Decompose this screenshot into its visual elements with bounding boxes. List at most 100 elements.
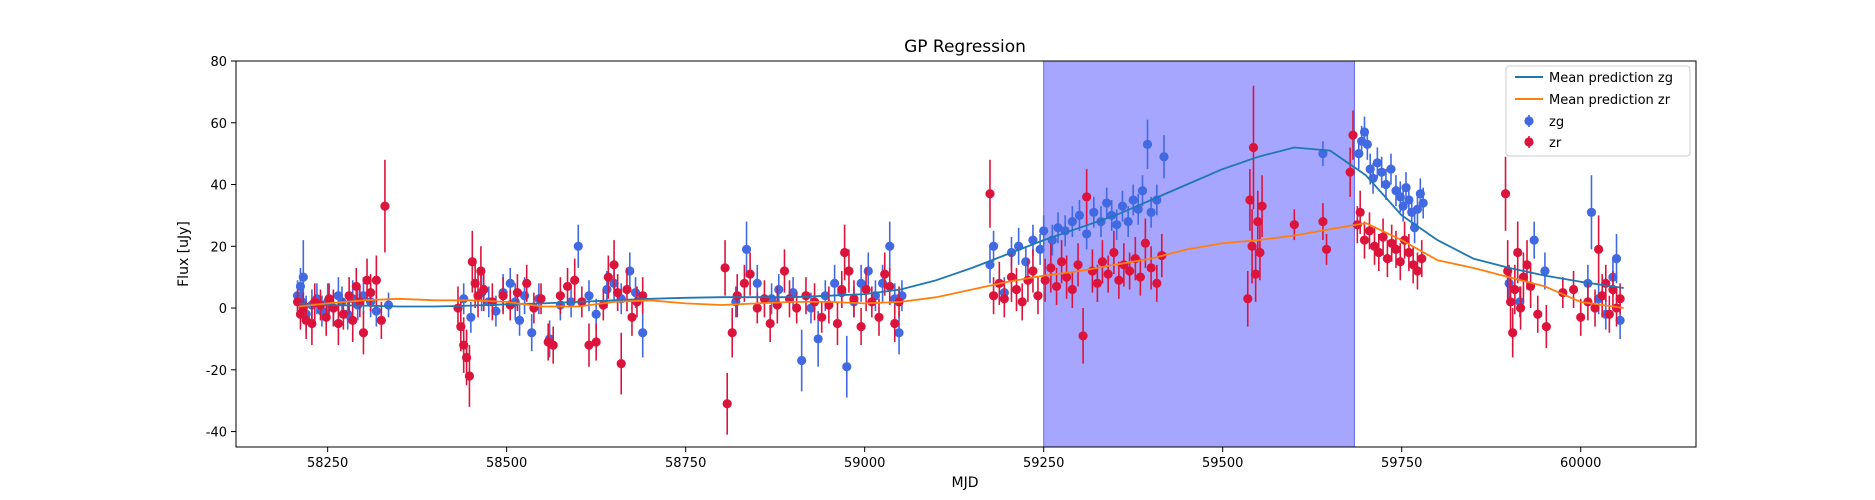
data-point-zr	[1391, 244, 1401, 254]
data-point-zr	[1321, 244, 1332, 254]
data-point-zr	[1062, 272, 1072, 282]
data-point-zr	[1590, 303, 1600, 313]
data-point-zr	[616, 359, 626, 369]
data-point-zr	[348, 315, 358, 325]
data-point-zr	[1604, 309, 1614, 319]
x-tick-label: 58250	[307, 456, 348, 471]
data-point-zr	[307, 318, 317, 329]
data-point-zr	[512, 288, 523, 298]
data-point-zg	[1128, 195, 1138, 205]
data-point-zr	[880, 269, 890, 279]
data-point-zg	[863, 266, 873, 276]
y-tick-label: 20	[210, 240, 227, 255]
data-point-zr	[1125, 266, 1135, 276]
data-point-zr	[745, 269, 755, 279]
data-point-zr	[1417, 254, 1427, 264]
data-point-zg	[1381, 179, 1391, 190]
data-point-zg	[1028, 235, 1038, 245]
data-point-zr	[885, 281, 895, 292]
data-point-zg	[1586, 207, 1597, 217]
data-point-zr	[1109, 247, 1119, 258]
data-point-zr	[638, 291, 648, 301]
data-point-zr	[1510, 284, 1520, 295]
data-point-zg	[1102, 198, 1112, 208]
data-point-zr	[522, 278, 532, 288]
data-point-zg	[1039, 226, 1049, 236]
data-point-zr	[344, 291, 354, 301]
data-point-zr	[1011, 284, 1022, 295]
data-point-zr	[351, 281, 361, 292]
data-point-zr	[1253, 216, 1263, 227]
y-tick-label: -40	[206, 426, 227, 441]
chart-title: GP Regression	[904, 37, 1026, 57]
x-axis-label: MJD	[952, 475, 979, 491]
data-point-zr	[1522, 260, 1532, 270]
y-tick-label: -20	[206, 364, 227, 379]
data-point-zr	[371, 275, 381, 285]
data-point-zg	[1117, 201, 1128, 211]
legend-label-zr: zr	[1549, 136, 1562, 151]
data-point-zr	[362, 275, 372, 285]
data-point-zr	[338, 309, 349, 319]
data-point-zr	[1152, 278, 1162, 288]
y-tick-label: 80	[210, 55, 227, 70]
data-point-zg	[527, 328, 537, 338]
data-point-zr	[1251, 269, 1261, 279]
data-point-zr	[548, 340, 558, 350]
data-point-zr	[1568, 284, 1579, 295]
data-point-zr	[562, 281, 573, 292]
x-tick-label: 59750	[1381, 456, 1422, 471]
data-point-zr	[999, 294, 1009, 304]
data-point-zr	[1078, 331, 1088, 341]
data-point-zr	[1500, 189, 1511, 199]
data-point-zr	[1006, 272, 1017, 282]
data-point-zg	[1372, 158, 1382, 168]
data-point-zr	[759, 294, 770, 304]
data-point-zg	[1529, 235, 1539, 245]
data-point-zg	[1504, 278, 1514, 288]
data-point-zr	[732, 291, 742, 301]
data-point-zr	[555, 291, 565, 301]
data-point-zr	[1412, 266, 1423, 276]
data-point-zr	[752, 303, 762, 313]
data-point-zg	[1318, 149, 1328, 159]
data-point-zr	[867, 297, 877, 307]
data-point-zr	[1597, 291, 1607, 301]
data-point-zr	[603, 272, 613, 282]
data-point-zr	[333, 318, 343, 329]
data-point-zr	[801, 291, 811, 301]
data-point-zg	[602, 284, 612, 295]
legend-label-zr-mean: Mean prediction zr	[1549, 93, 1671, 108]
data-point-zr	[1082, 192, 1092, 202]
y-tick-label: 40	[210, 179, 227, 194]
data-point-zg	[383, 300, 394, 310]
data-point-zg	[1035, 244, 1045, 254]
data-point-zg	[842, 362, 852, 372]
data-point-zr	[1243, 294, 1253, 304]
data-point-zg	[1074, 210, 1085, 220]
mean-prediction-line-zg	[298, 146, 1624, 308]
x-tick-label: 59000	[844, 456, 885, 471]
data-point-zr	[1615, 294, 1625, 304]
data-point-zr	[1395, 257, 1405, 267]
data-point-zr	[1073, 260, 1083, 270]
data-point-zg	[856, 278, 866, 288]
data-point-zr	[874, 312, 884, 322]
data-point-zr	[727, 328, 737, 338]
data-point-zg	[1082, 229, 1092, 239]
data-point-zr	[536, 294, 546, 304]
data-point-zr	[321, 312, 331, 322]
data-point-zg	[741, 244, 752, 254]
data-point-zr	[1248, 142, 1259, 153]
data-point-zr	[722, 399, 732, 409]
data-point-zr	[840, 247, 850, 258]
data-point-zr	[1146, 263, 1156, 273]
data-point-zr	[1576, 312, 1586, 322]
data-point-zg	[630, 288, 641, 298]
data-point-zr	[1345, 167, 1355, 177]
data-point-zg	[1137, 186, 1148, 196]
plot-frame	[235, 60, 1697, 448]
data-point-zr	[1289, 220, 1299, 230]
data-point-zr	[1541, 321, 1551, 332]
